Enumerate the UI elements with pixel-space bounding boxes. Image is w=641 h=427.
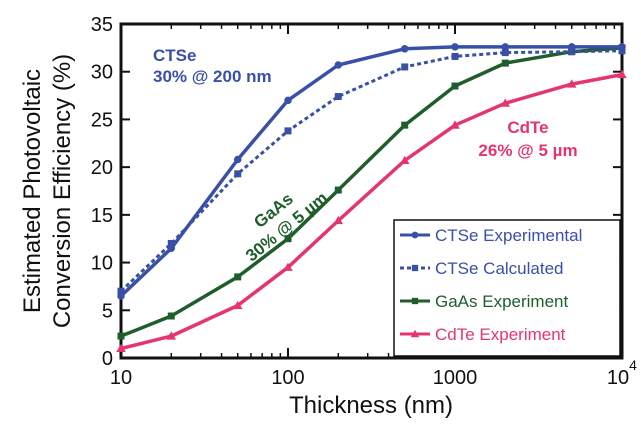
data-point — [334, 186, 342, 194]
data-point — [451, 52, 459, 60]
data-point — [500, 98, 511, 107]
y-tick-label: 10 — [91, 253, 113, 275]
data-point — [501, 59, 509, 67]
series-layer — [116, 43, 627, 353]
data-point — [501, 43, 510, 51]
data-point — [401, 63, 409, 71]
data-point — [333, 215, 344, 225]
legend-label: GaAs Experiment — [435, 292, 568, 311]
data-point — [618, 47, 626, 55]
legend-label: CTSe Calculated — [435, 259, 564, 278]
series-ctse-calculated — [117, 47, 626, 295]
data-point — [167, 312, 175, 320]
series-cdte-experiment — [116, 69, 627, 353]
data-point — [334, 61, 343, 69]
y-tick-label: 20 — [91, 157, 113, 179]
plot-frame — [119, 22, 624, 360]
y-axis-title-line1: Estimated Photovoltaic — [19, 69, 46, 313]
legend-marker — [410, 329, 420, 338]
legend-entry: CTSe Experimental — [400, 226, 582, 245]
y-tick-label: 35 — [91, 14, 113, 36]
x-tick-label: 1000 — [433, 367, 478, 389]
series-line — [120, 46, 623, 338]
data-point — [117, 287, 125, 295]
legend: CTSe Experimental CTSe Calculated GaAs Exp… — [393, 219, 621, 357]
data-point — [567, 43, 576, 51]
data-point — [234, 170, 242, 178]
svg-text:CTSe: CTSe — [153, 46, 196, 65]
series-ctse-experimental — [117, 43, 626, 300]
annotation-gaas: GaAs 30% @ 5 µm — [242, 188, 331, 265]
data-point — [450, 120, 460, 129]
legend-entry: GaAs Experiment — [400, 292, 568, 311]
series-line — [119, 45, 622, 298]
legend-entry: CdTe Experiment — [400, 325, 566, 344]
data-point — [399, 155, 410, 165]
data-point — [116, 343, 126, 353]
legend-entry: CTSe Calculated — [400, 259, 564, 278]
data-point — [167, 244, 176, 253]
annotation-cdte: CdTe 26% @ 5 µm — [478, 118, 577, 160]
x-axis-title: Thickness (nm) — [289, 392, 453, 419]
data-point — [284, 235, 292, 243]
svg-text:30% @ 200 nm: 30% @ 200 nm — [153, 67, 272, 86]
legend-marker — [411, 297, 419, 305]
data-point — [451, 82, 459, 90]
data-point — [234, 273, 242, 281]
data-point — [334, 93, 342, 101]
annotation-ctse: CTSe 30% @ 200 nm — [153, 46, 272, 86]
data-point — [451, 43, 459, 51]
data-point — [501, 49, 509, 57]
y-tick-label: 25 — [91, 109, 113, 131]
series-line — [120, 72, 623, 351]
legend-box — [393, 219, 621, 357]
data-point — [618, 43, 626, 51]
y-tick-label: 15 — [91, 205, 113, 227]
data-point — [400, 45, 409, 53]
data-point — [566, 79, 577, 88]
legend-marker — [411, 231, 419, 239]
legend-label: CdTe Experiment — [435, 325, 566, 344]
legend-label: CTSe Experimental — [435, 226, 582, 245]
data-point — [284, 127, 292, 135]
legend-marker — [411, 264, 419, 272]
x-tick-label: 10 — [110, 367, 132, 389]
data-point — [283, 262, 293, 271]
data-point — [401, 121, 409, 129]
svg-text:26% @ 5 µm: 26% @ 5 µm — [478, 141, 577, 160]
data-point — [166, 331, 177, 340]
data-point — [167, 239, 175, 247]
data-point — [568, 48, 576, 56]
series-line — [119, 49, 623, 293]
svg-text:CdTe: CdTe — [507, 118, 548, 137]
x-tick-exponent: 4 — [629, 357, 637, 373]
data-point — [284, 96, 292, 105]
y-tick-label: 0 — [102, 348, 113, 370]
y-axis-title-line2: Conversion Efficiency (%) — [49, 54, 76, 328]
data-point — [617, 69, 627, 79]
y-tick-label: 5 — [102, 300, 113, 322]
x-tick-label: 100 — [271, 367, 304, 389]
data-point — [117, 292, 125, 300]
data-point — [232, 300, 243, 310]
data-point — [117, 332, 125, 340]
x-tick-label: 10 — [607, 367, 629, 389]
y-tick-label: 30 — [91, 62, 113, 84]
data-point — [233, 155, 242, 164]
